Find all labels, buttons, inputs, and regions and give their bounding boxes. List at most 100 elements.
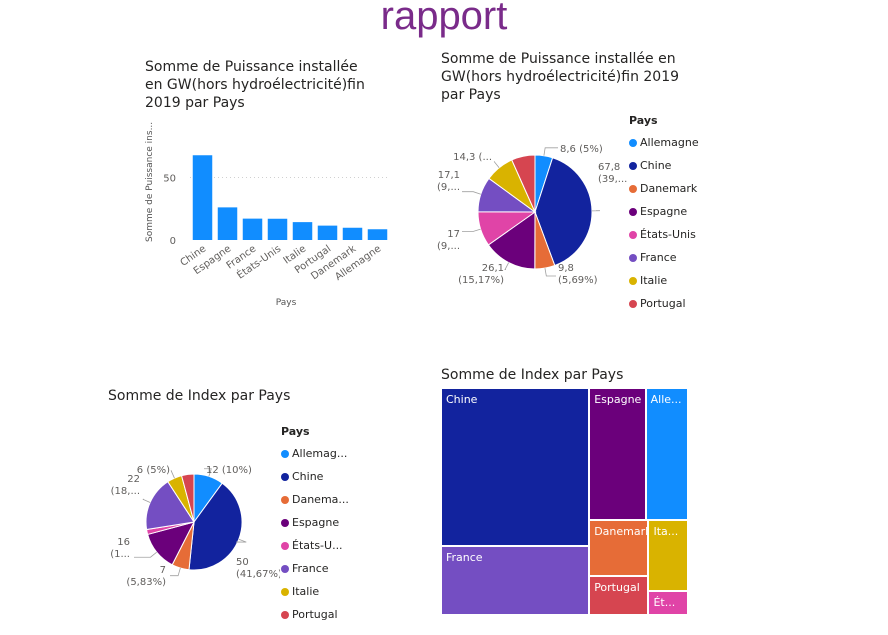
bar-mark[interactable] (217, 207, 238, 240)
legend-item[interactable]: Espagne (629, 200, 699, 223)
pie-slice[interactable] (145, 481, 195, 531)
bar-chart[interactable]: Somme de Puissance ins... Pays 050ChineE… (140, 120, 400, 320)
legend-label: Chine (640, 159, 672, 172)
legend-label: Portugal (292, 608, 338, 621)
pie-leader-line (462, 191, 481, 195)
legend-item[interactable]: Espagne (281, 511, 349, 534)
bar-mark[interactable] (317, 225, 338, 240)
legend-label: Italie (292, 585, 320, 598)
legend-label: France (292, 562, 329, 575)
pie-data-label: 6 (5%) (137, 465, 170, 476)
legend-item[interactable]: Portugal (281, 603, 349, 626)
treemap-cell[interactable]: Ét... (648, 591, 688, 615)
legend-dot-icon (629, 299, 637, 308)
legend-label: Italie (640, 274, 668, 287)
legend-item[interactable]: Italie (281, 580, 349, 603)
pie-slice[interactable] (180, 473, 195, 523)
legend-item[interactable]: Allemag... (281, 442, 349, 465)
pie-leader-line (170, 470, 175, 479)
legend-label: Danema... (292, 493, 349, 506)
bar-mark[interactable] (367, 229, 388, 240)
pie-data-label: (18,... (111, 486, 140, 497)
legend-label: Allemagne (640, 136, 699, 149)
legend-label: Espagne (292, 516, 340, 529)
treemap-cell[interactable]: Ita... (648, 520, 688, 592)
treemap-cell[interactable]: Chine (441, 388, 590, 546)
legend-item[interactable]: États-Unis (629, 223, 699, 246)
pie-data-label: 67,8 (598, 162, 620, 173)
pie-data-label: (9,... (437, 182, 460, 193)
pie-data-label: 17,1 (438, 170, 460, 181)
bar-mark[interactable] (192, 155, 213, 240)
treemap-cell-label: Alle... (650, 393, 682, 406)
pie-slice[interactable] (511, 154, 536, 213)
pie-data-label: 17 (447, 229, 460, 240)
pie-data-label: 26,1 (482, 263, 504, 274)
pie1-legend: Pays Allemagne Chine Danemark Espagne États-… (629, 114, 699, 315)
bar-mark[interactable] (292, 222, 313, 240)
legend-item[interactable]: Chine (281, 465, 349, 488)
pie2-chart[interactable]: 12 (10%) 50(41,67%) 7(5,83%) 16(1... 22(18,.… (100, 450, 280, 600)
pie-leader-line (462, 228, 481, 232)
legend-item[interactable]: Danemark (629, 177, 699, 200)
legend-dot-icon (281, 541, 289, 550)
legend-item[interactable]: Italie (629, 269, 699, 292)
pie-data-label: (39,... (598, 174, 627, 185)
legend-dot-icon (629, 253, 637, 262)
legend-item[interactable]: États-U... (281, 534, 349, 557)
pie-data-label: (41,67%) (236, 569, 280, 580)
page-title: rapport (380, 0, 508, 38)
legend-item[interactable]: Danema... (281, 488, 349, 511)
pie2-legend-title: Pays (281, 425, 310, 438)
pie-leader-line (504, 262, 510, 271)
legend-label: Espagne (640, 205, 688, 218)
legend-label: États-Unis (640, 228, 696, 241)
pie1-chart[interactable]: 8,6 (5%) 67,8(39,... 9,8(5,69%) 26,1(15,17%… (430, 130, 630, 300)
legend-item[interactable]: Chine (629, 154, 699, 177)
treemap-cell-label: Ita... (653, 525, 679, 539)
bar-mark[interactable] (267, 218, 288, 240)
legend-dot-icon (281, 449, 289, 458)
bar-y-axis-label: Somme de Puissance ins... (145, 122, 155, 242)
legend-label: Portugal (640, 297, 686, 310)
treemap-cell[interactable]: France (441, 545, 590, 615)
pie-leader-line (543, 147, 558, 156)
legend-dot-icon (281, 610, 289, 619)
treemap-cell[interactable]: Alle... (645, 388, 688, 521)
pie-data-label: (9,... (437, 241, 460, 252)
bar-mark[interactable] (242, 218, 263, 240)
treemap-chart[interactable]: Chine France Espagne Alle... Danemark Portuga… (441, 388, 688, 615)
treemap-cell[interactable]: Espagne (589, 388, 646, 521)
legend-dot-icon (281, 587, 289, 596)
legend-label: Chine (292, 470, 324, 483)
pie-leader-line (544, 268, 556, 277)
legend-item[interactable]: Portugal (629, 292, 699, 315)
pie1-legend-title: Pays (629, 114, 658, 127)
pie-slice[interactable] (534, 157, 593, 267)
pie2-title: Somme de Index par Pays (108, 388, 291, 404)
legend-dot-icon (629, 184, 637, 193)
legend-dot-icon (281, 495, 289, 504)
legend-item[interactable]: Allemagne (629, 131, 699, 154)
treemap-cell-label: Espagne (594, 393, 642, 406)
legend-dot-icon (629, 230, 637, 239)
treemap-cell[interactable]: Portugal (589, 575, 649, 615)
treemap-cell[interactable]: Danemark (589, 520, 649, 576)
legend-label: France (640, 251, 677, 264)
legend-label: Danemark (640, 182, 698, 195)
legend-dot-icon (281, 472, 289, 481)
pie-leader-line (204, 468, 212, 477)
pie-slice[interactable] (487, 211, 536, 270)
legend-item[interactable]: France (281, 557, 349, 580)
pie1-title: Somme de Puissance installée en GW(hors … (441, 50, 701, 104)
treemap-title: Somme de Index par Pays (441, 367, 624, 383)
treemap-cell-label: Ét... (653, 596, 676, 610)
legend-dot-icon (281, 518, 289, 527)
bar-mark[interactable] (342, 227, 363, 240)
legend-dot-icon (629, 207, 637, 216)
pie-leader-line (493, 161, 500, 168)
pie-data-label: 7 (160, 565, 166, 576)
legend-item[interactable]: France (629, 246, 699, 269)
legend-dot-icon (629, 138, 637, 147)
pie-data-label: 14,3 (... (453, 152, 492, 163)
